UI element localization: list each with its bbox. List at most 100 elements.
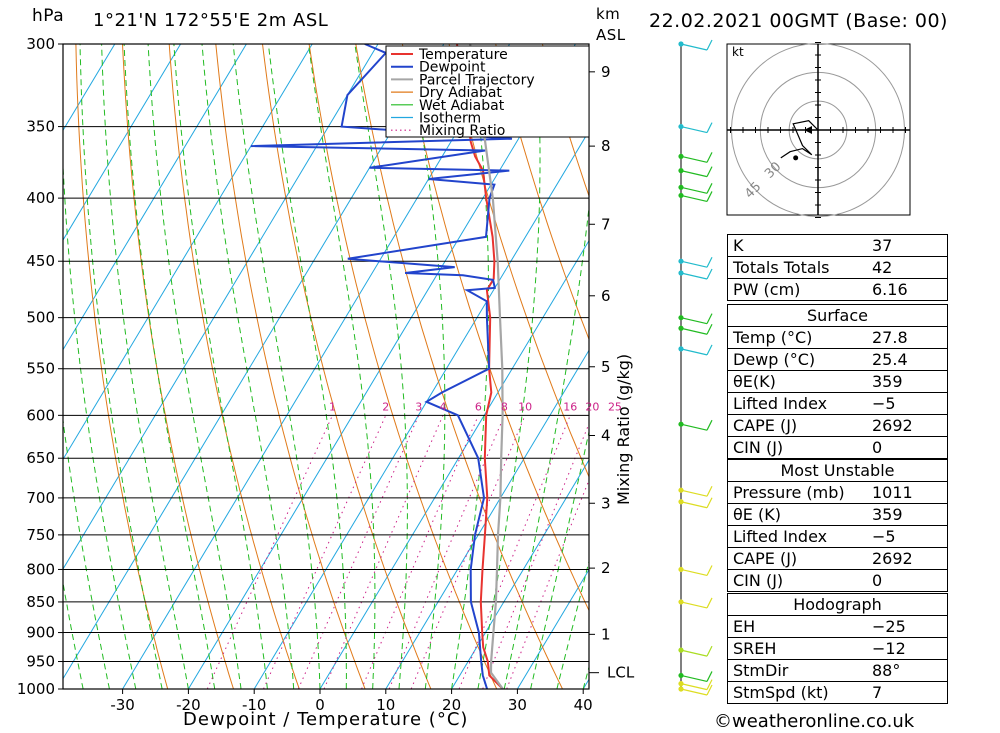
wind-barb-flag (706, 679, 713, 690)
index-label: θE(K) (727, 370, 868, 393)
table-row: K 37 (727, 234, 948, 257)
mixing-ratio-label: 20 (585, 400, 599, 413)
index-value: 42 (868, 256, 948, 279)
mixing-ratio-line (297, 415, 420, 689)
temperature-axis: -30 -20 -10 0 10 20 30 40 (110, 689, 593, 714)
hodograph-rings (727, 42, 910, 218)
wind-barb-flag (706, 268, 713, 280)
index-label: CAPE (J) (727, 547, 868, 570)
table-row: Lifted Index −5 (727, 525, 948, 548)
hodograph-trace (780, 120, 819, 161)
index-label: Pressure (mb) (727, 481, 868, 504)
hodograph-title: Hodograph (727, 593, 948, 616)
wind-barb-flag (706, 344, 713, 356)
wind-barb-profile (678, 39, 713, 696)
wind-barb-dot (678, 325, 684, 331)
index-label: Lifted Index (727, 392, 868, 415)
table-row: CIN (J) 0 (727, 569, 948, 592)
wind-barb-flag (706, 191, 713, 202)
series-line-dewpoint (250, 44, 513, 689)
wind-barb-flag (706, 313, 713, 324)
isotherm-line (516, 568, 589, 689)
copyright-link[interactable]: ©weatheronline.co.uk (714, 711, 915, 732)
mixing-ratio-line (482, 422, 589, 689)
table-row: Temp (°C) 27.8 (727, 326, 948, 349)
hodograph-arrow (804, 126, 812, 134)
surface-title: Surface (727, 304, 948, 327)
index-value: 2692 (868, 414, 948, 437)
wind-barb-dot (678, 315, 684, 321)
isotherm-line (385, 349, 589, 689)
isotherm-line (122, 44, 511, 689)
legend-label: Dry Adiabat (419, 85, 502, 101)
mixing-ratio-label: 8 (501, 400, 508, 413)
index-value: 0 (868, 569, 948, 592)
isotherm-line (319, 239, 589, 689)
wind-barb-dot (678, 681, 684, 687)
wind-barb-flag (706, 166, 713, 177)
wind-barb-flag (706, 485, 713, 497)
wind-barb (680, 194, 708, 203)
pressure-tick-label: 650 (26, 449, 55, 467)
sounding-series (250, 44, 513, 689)
table-row: SREH −12 (727, 637, 948, 660)
wind-barb (680, 317, 708, 325)
temperature-tick-label: 30 (508, 696, 527, 714)
wind-barb-dot (678, 499, 684, 505)
mixing-ratio-label: 25 (608, 400, 622, 413)
index-value: 7 (868, 681, 948, 704)
most-unstable-title: Most Unstable (727, 459, 948, 482)
table-row: Lifted Index −5 (727, 392, 948, 415)
mixing-ratio-line (506, 478, 589, 689)
hodograph-storm-motion (793, 155, 799, 161)
index-label: StmSpd (kt) (727, 681, 868, 704)
wind-barb (680, 688, 708, 696)
wind-barb (680, 568, 708, 577)
pressure-tick-label: 550 (26, 360, 55, 378)
altitude-axis: 1 2 3 4 5 6 7 8 9 LCL (589, 63, 635, 682)
index-label: StmDir (727, 659, 868, 682)
wind-barb (680, 601, 708, 609)
index-value: −12 (868, 637, 948, 660)
wind-barb (680, 43, 708, 51)
table-row: θE (K) 359 (727, 503, 948, 526)
legend-label: Temperature (418, 47, 508, 63)
pressure-tick-label: 900 (26, 624, 55, 642)
isotherm-line (187, 44, 576, 689)
index-value: 27.8 (868, 326, 948, 349)
wind-barb-flag (706, 122, 713, 133)
wind-barb-dot (678, 686, 684, 692)
index-label: PW (cm) (727, 278, 868, 301)
index-label: Dewp (°C) (727, 348, 868, 371)
lcl-label: LCL (607, 664, 635, 682)
isotherm-line (63, 44, 182, 241)
pressure-tick-label: 850 (26, 593, 55, 611)
location-title: 1°21'N 172°55'E 2m ASL (93, 10, 329, 31)
isotherm-line (63, 44, 247, 351)
mixing-ratio-label: 3 (415, 400, 422, 413)
altitude-tick-label: 6 (601, 287, 611, 305)
dry-adiabat-line (495, 44, 589, 341)
legend-label: Mixing Ratio (419, 123, 505, 139)
index-value: −5 (868, 392, 948, 415)
surface-table: Surface Temp (°C) 27.8 Dewp (°C) 25.4 θE(K… (727, 304, 948, 459)
wind-barb (680, 423, 708, 431)
altitude-tick-label: 8 (601, 137, 611, 155)
legend-box (385, 45, 590, 138)
temperature-tick-label: 20 (442, 696, 461, 714)
altitude-tick-label: 9 (601, 63, 611, 81)
index-label: Temp (°C) (727, 326, 868, 349)
wind-barb-flag (706, 684, 713, 696)
mixing-ratio-label: 6 (475, 400, 482, 413)
mixing-ratio-line (323, 415, 444, 689)
altitude-tick-label: 2 (601, 559, 611, 577)
wind-barb-flag (706, 256, 713, 268)
table-row: CAPE (J) 2692 (727, 547, 948, 570)
index-value: 359 (868, 503, 948, 526)
altitude-tick-label: 7 (601, 215, 611, 233)
index-label: SREH (727, 637, 868, 660)
wind-barb-dot (678, 153, 684, 159)
altitude-tick-label: 5 (601, 358, 611, 376)
index-label: K (727, 234, 868, 257)
